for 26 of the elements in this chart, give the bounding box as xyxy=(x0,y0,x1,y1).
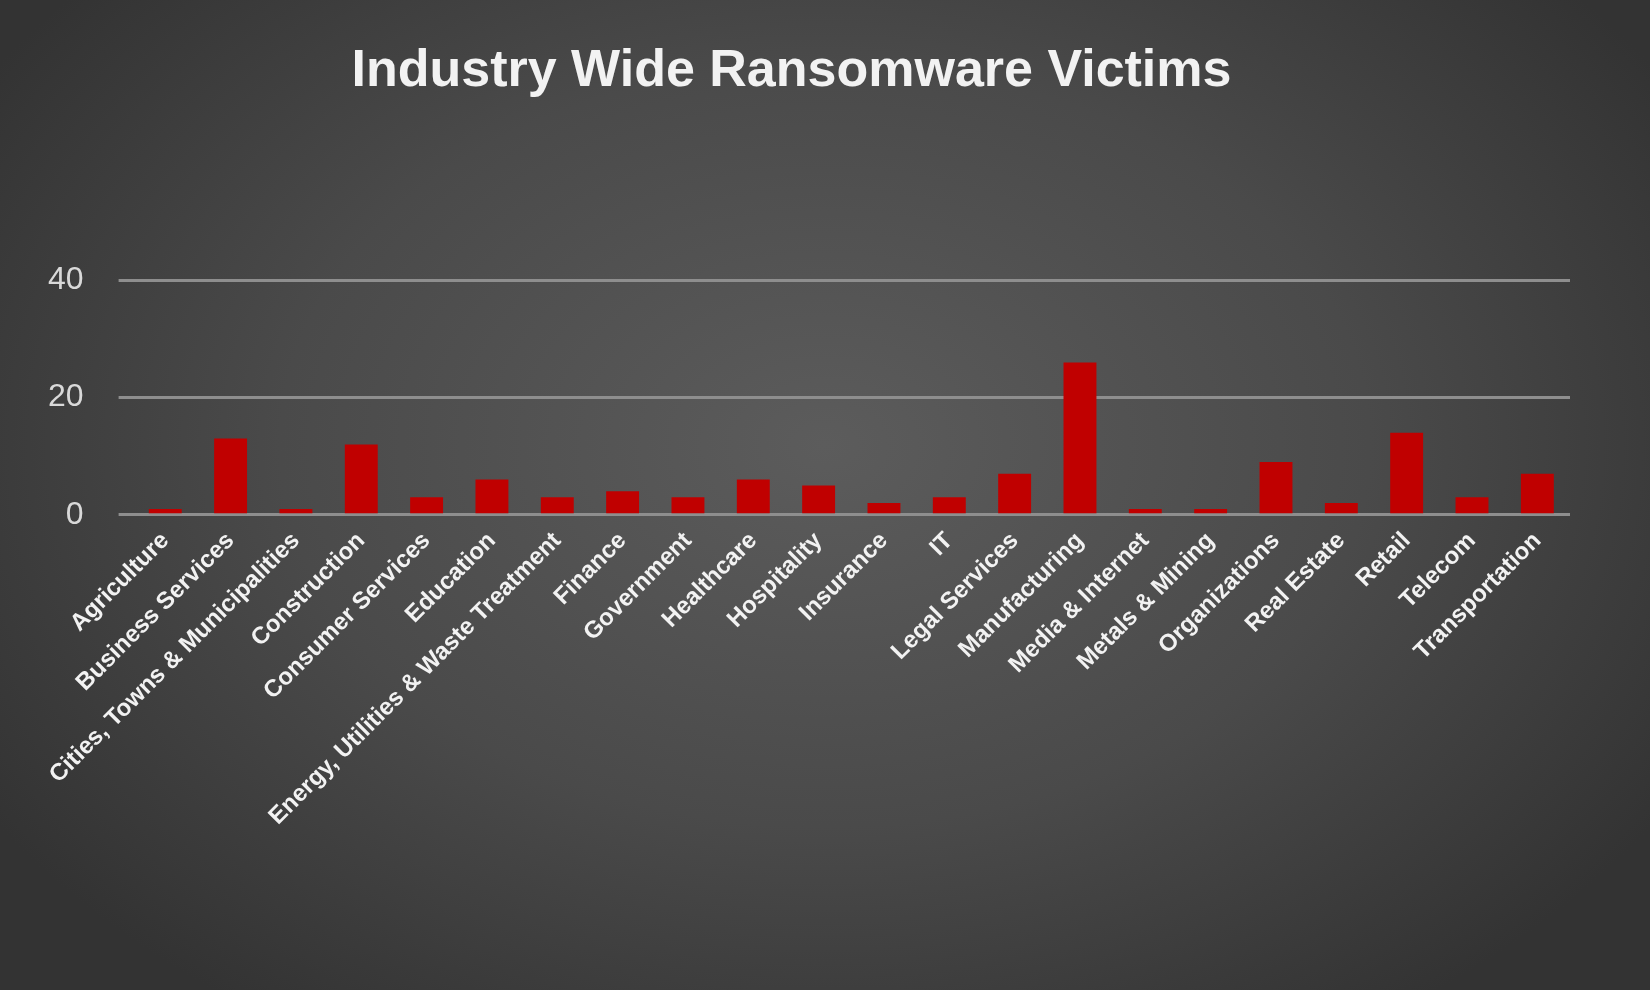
y-tick-label: 0 xyxy=(65,494,84,531)
bar xyxy=(475,479,509,514)
bar xyxy=(998,473,1032,514)
bar xyxy=(606,491,640,514)
y-tick-label: 40 xyxy=(48,260,84,297)
bar xyxy=(1455,497,1489,514)
bar xyxy=(1259,462,1293,514)
bar xyxy=(932,497,966,514)
bar xyxy=(410,497,444,514)
bar xyxy=(344,444,378,514)
bar xyxy=(802,485,836,514)
bar xyxy=(1063,362,1097,514)
bar xyxy=(279,508,313,514)
bar xyxy=(867,503,901,514)
bar xyxy=(1324,503,1358,514)
chart-title: Industry Wide Ransomware Victims xyxy=(351,38,1232,97)
bar xyxy=(736,479,770,514)
bar xyxy=(671,497,705,514)
bar xyxy=(148,508,182,514)
bar xyxy=(1520,473,1554,514)
y-tick-label: 20 xyxy=(48,377,84,414)
bar xyxy=(1390,432,1424,514)
bar xyxy=(540,497,574,514)
bar xyxy=(214,438,248,514)
bar xyxy=(1128,508,1162,514)
bar xyxy=(1194,508,1228,514)
